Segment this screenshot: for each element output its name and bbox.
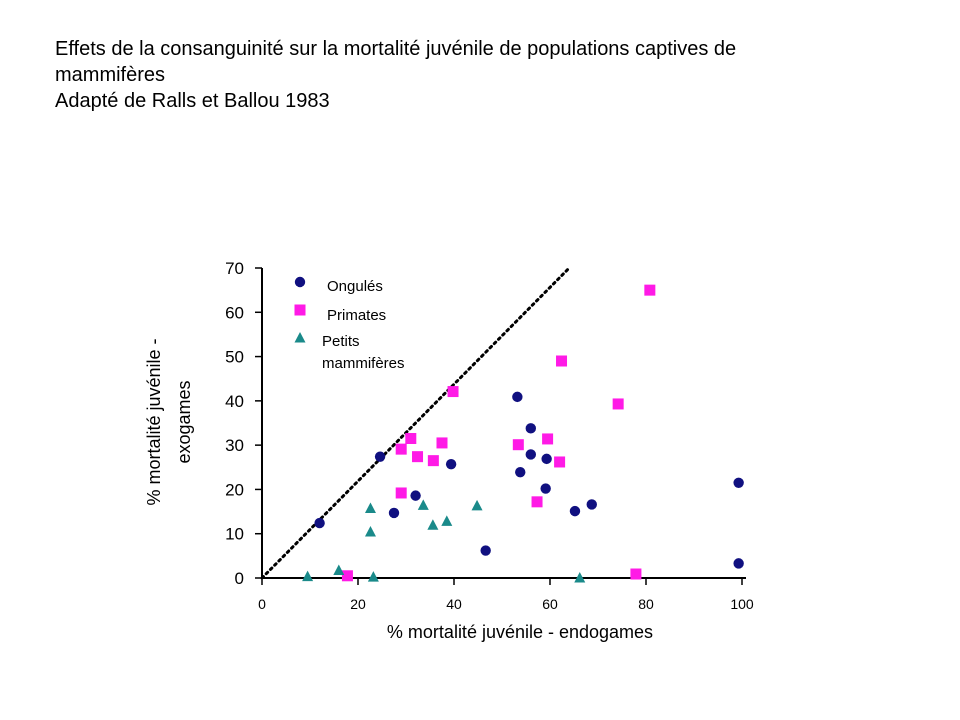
data-point-petits-mammiferes	[364, 502, 376, 513]
data-point-ongules	[374, 451, 386, 462]
legend-label-petits-mammiferes: Petits mammifères	[322, 333, 405, 372]
y-axis-label-line: % mortalité juvénile -	[144, 338, 164, 505]
data-point-petits-mammiferes	[364, 525, 376, 537]
data-point-primates	[554, 456, 566, 468]
x-tick-label: 80	[638, 596, 654, 612]
legend-marker-primates	[294, 304, 306, 316]
x-axis-label: % mortalité juvénile - endogames	[387, 622, 653, 642]
data-point-primates	[405, 433, 417, 444]
data-point-primates	[395, 443, 407, 455]
x-tick-label: 100	[730, 596, 754, 612]
y-tick-label: 0	[235, 569, 244, 588]
data-point-petits-mammiferes	[471, 499, 483, 511]
x-tick-label: 0	[258, 596, 266, 612]
y-tick-label: 50	[225, 348, 244, 367]
x-tick-label: 20	[350, 596, 366, 612]
legend-marker-petits-mammiferes	[294, 332, 306, 343]
data-point-petits-mammiferes	[302, 570, 314, 582]
reference-line-dotted	[260, 266, 571, 580]
y-tick-label: 30	[225, 436, 244, 455]
y-tick-label: 10	[225, 525, 244, 544]
data-point-petits-mammiferes	[367, 571, 379, 582]
x-tick-label: 60	[542, 596, 558, 612]
y-axis-label: % mortalité juvénile - exogames	[144, 338, 194, 505]
chart-title: Effets de la consanguinité sur la mortal…	[55, 36, 935, 114]
data-point-ongules	[569, 505, 581, 517]
title-line-3: Adapté de Ralls et Ballou 1983	[55, 90, 330, 112]
y-tick-label: 40	[225, 392, 244, 411]
y-tick-label: 70	[225, 259, 244, 278]
data-point-primates	[630, 568, 642, 580]
data-point-primates	[447, 386, 459, 398]
data-point-ongules	[541, 453, 552, 465]
data-point-primates	[427, 455, 439, 467]
legend-label-primates: Primates	[327, 307, 386, 324]
y-tick-label: 20	[225, 480, 244, 499]
data-point-ongules	[515, 466, 526, 478]
data-point-petits-mammiferes	[441, 515, 453, 526]
data-point-primates	[556, 355, 568, 367]
x-tick-label: 40	[446, 596, 462, 612]
data-point-petits-mammiferes	[574, 572, 586, 583]
data-point-ongules	[388, 507, 400, 519]
data-point-primates	[531, 496, 543, 508]
data-point-ongules	[480, 545, 491, 556]
data-point-primates	[341, 570, 353, 582]
title-line-1: Effets de la consanguinité sur la mortal…	[55, 38, 737, 60]
legend-marker-ongules	[294, 276, 306, 288]
title-line-2: mammifères	[55, 64, 166, 86]
y-tick-label: 60	[225, 303, 244, 322]
data-point-petits-mammiferes	[417, 499, 429, 510]
y-axis-label-line: exogames	[174, 380, 194, 463]
data-point-primates	[612, 398, 624, 410]
data-point-ongules	[733, 558, 744, 569]
data-point-ongules	[525, 449, 536, 460]
data-point-primates	[395, 487, 407, 499]
data-point-primates	[644, 284, 656, 296]
data-point-ongules	[733, 477, 744, 488]
data-point-ongules	[586, 499, 597, 510]
data-point-ongules	[525, 423, 536, 434]
legend-label-ongules: Ongulés	[327, 278, 383, 295]
legend-label-line: Petits	[322, 333, 360, 350]
data-point-ongules	[445, 458, 457, 470]
data-point-ongules	[410, 490, 421, 501]
data-point-petits-mammiferes	[333, 564, 345, 575]
data-point-petits-mammiferes	[427, 519, 439, 530]
legend-label-line: mammifères	[322, 355, 405, 372]
data-point-ongules	[314, 517, 325, 529]
data-point-ongules	[540, 483, 551, 494]
data-point-primates	[412, 451, 424, 463]
data-point-primates	[436, 437, 448, 449]
data-point-ongules	[512, 391, 523, 403]
data-point-primates	[542, 433, 554, 445]
data-point-primates	[512, 439, 524, 451]
